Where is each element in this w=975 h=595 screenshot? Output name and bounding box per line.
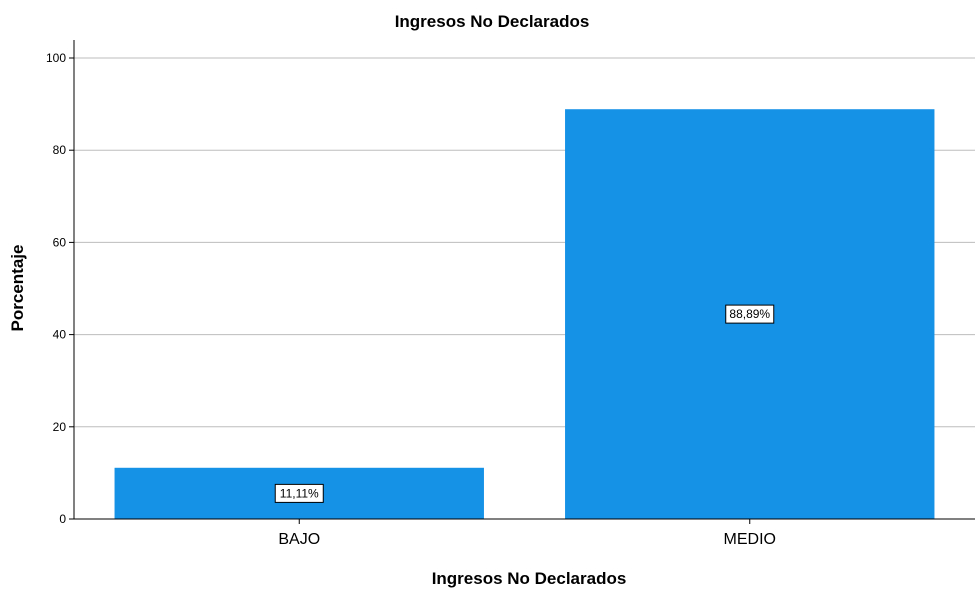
y-tick-label: 20 [53, 420, 67, 434]
x-axis-title: Ingresos No Declarados [432, 569, 627, 588]
y-tick-label: 60 [53, 235, 67, 249]
data-label-box [274, 483, 324, 503]
data-label-box [725, 304, 775, 324]
data-label: 11,11% [280, 486, 319, 500]
data-label: 88,89% [729, 307, 770, 321]
y-tick-label: 100 [46, 51, 66, 65]
x-tick-label: BAJO [278, 531, 320, 548]
chart-title: Ingresos No Declarados [395, 12, 590, 31]
y-tick-label: 80 [53, 143, 67, 157]
y-axis-title: Porcentaje [8, 245, 27, 332]
y-tick-label: 0 [59, 512, 66, 526]
x-tick-label: MEDIO [724, 531, 776, 548]
y-tick-label: 40 [53, 328, 67, 342]
